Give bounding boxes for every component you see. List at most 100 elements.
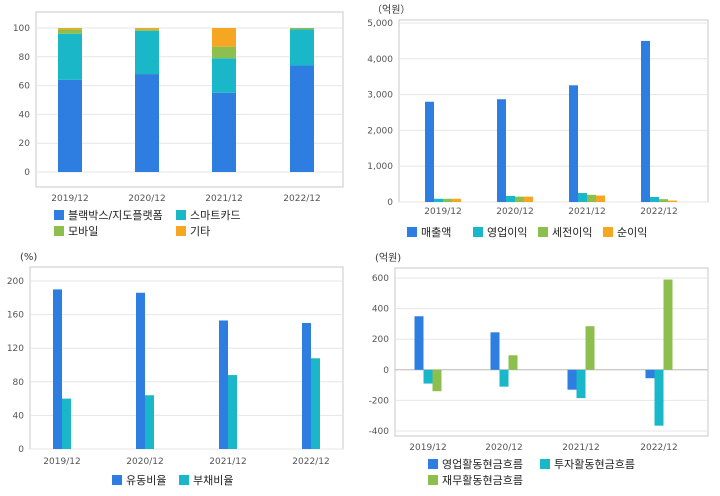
bar xyxy=(645,369,655,379)
y-tick-label: 1,000 xyxy=(367,162,393,172)
bar xyxy=(290,28,314,30)
bar xyxy=(578,193,587,202)
x-tick-label: 2022/12 xyxy=(640,443,677,453)
bar xyxy=(585,326,595,370)
bar xyxy=(576,369,586,399)
bar xyxy=(62,398,71,449)
legend-swatch xyxy=(540,459,550,469)
y-tick-label: 5,000 xyxy=(367,19,393,29)
bar xyxy=(434,198,443,202)
bar xyxy=(212,28,236,47)
y-tick-label: 100 xyxy=(13,24,30,34)
legend-swatch xyxy=(54,210,64,220)
x-tick-label: 2020/12 xyxy=(126,457,163,467)
y-tick-label: 200 xyxy=(372,335,389,345)
y-tick-label: 40 xyxy=(13,411,25,421)
y-tick-label: 600 xyxy=(372,274,389,284)
legend-swatch xyxy=(179,475,189,485)
legend-swatch xyxy=(428,475,438,485)
bar xyxy=(136,292,145,449)
legend-swatch xyxy=(54,226,64,236)
legend-label: 매출액 xyxy=(421,226,451,239)
y-tick-label: 200 xyxy=(7,277,24,287)
legend-swatch xyxy=(538,227,548,237)
bar xyxy=(145,395,154,449)
bar xyxy=(659,199,668,202)
bar xyxy=(425,101,434,202)
bar xyxy=(641,40,650,203)
bar xyxy=(311,358,320,449)
legend-label: 스마트카드 xyxy=(190,209,241,222)
bar xyxy=(228,375,237,449)
plot-frame xyxy=(29,266,344,450)
bar xyxy=(524,196,533,202)
y-tick-label: 4,000 xyxy=(367,55,393,65)
bar xyxy=(135,30,159,75)
y-unit-label: (%) xyxy=(20,252,37,263)
x-tick-label: 2021/12 xyxy=(562,443,599,453)
bar xyxy=(497,99,506,202)
chart-panel-2: 0 1,000 2,000 3,000 4,000 5,000 （억원） 2019/12 202… xyxy=(367,4,709,239)
bar xyxy=(432,369,442,392)
y-unit-label: (억원) xyxy=(375,252,401,264)
legend-label: 유동비율 xyxy=(126,474,166,487)
legend-label: 재무활동현금흐름 xyxy=(442,473,523,487)
y-tick-label: 0 xyxy=(387,198,393,208)
x-tick-label: 2020/12 xyxy=(485,443,522,453)
bar xyxy=(569,85,578,202)
legend-swatch xyxy=(176,210,186,220)
y-tick-label: 20 xyxy=(19,139,31,149)
bar xyxy=(212,58,236,93)
bar xyxy=(668,200,677,202)
x-tick-label: 2022/12 xyxy=(283,194,320,204)
chart-panel-1: 0 20 40 60 80 100 2019/12 2020/12 2021/12 2022/12… xyxy=(13,11,344,238)
y-tick-label: 80 xyxy=(19,53,31,63)
y-tick-label: 0 xyxy=(24,168,30,178)
bar xyxy=(515,196,524,202)
bar xyxy=(290,65,314,172)
y-tick-label: 0 xyxy=(383,366,389,376)
y-tick-label: 60 xyxy=(19,82,31,92)
bar xyxy=(219,320,228,449)
x-tick-label: 2022/12 xyxy=(292,457,329,467)
bar xyxy=(423,369,433,384)
bar xyxy=(135,28,159,30)
y-tick-label: -200 xyxy=(369,396,390,406)
bar xyxy=(596,195,605,202)
y-tick-label: 0 xyxy=(18,445,24,455)
bar xyxy=(135,74,159,172)
x-tick-label: 2021/12 xyxy=(568,207,605,217)
chart-panel-3: 0 40 80 120 160 200 (%) 2019/12 2020/12 2021/12 20… xyxy=(7,252,344,487)
bar xyxy=(650,196,659,202)
bar xyxy=(506,195,515,202)
legend-swatch xyxy=(112,475,122,485)
bar xyxy=(499,369,509,387)
x-tick-label: 2019/12 xyxy=(409,443,446,453)
bar xyxy=(53,289,62,449)
bar xyxy=(212,92,236,172)
x-tick-label: 2019/12 xyxy=(43,457,80,467)
legend-label: 세전이익 xyxy=(552,226,592,239)
bar xyxy=(290,29,314,66)
legend-label: 블랙박스/지도플랫폼 xyxy=(68,209,163,222)
legend-swatch xyxy=(603,227,613,237)
bar xyxy=(508,355,518,370)
y-tick-label: 400 xyxy=(372,305,389,315)
bar xyxy=(490,332,500,370)
y-tick-label: 3,000 xyxy=(367,91,393,101)
x-tick-label: 2021/12 xyxy=(209,457,246,467)
bar xyxy=(654,369,664,426)
chart-panel-4: -400 -200 0 200 400 600 (억원) 2019/12 2020/12 2021… xyxy=(369,252,709,487)
bar xyxy=(452,198,461,202)
x-tick-label: 2020/12 xyxy=(128,194,165,204)
y-tick-label: 120 xyxy=(7,344,24,354)
y-tick-label: 80 xyxy=(13,378,25,388)
legend-label: 투자활동현금흐름 xyxy=(554,457,635,471)
x-tick-label: 2019/12 xyxy=(424,207,461,217)
legend-label: 부채비율 xyxy=(193,474,233,487)
bar xyxy=(567,369,577,390)
legend-swatch xyxy=(407,227,417,237)
legend-label: 영업이익 xyxy=(487,226,527,239)
y-tick-label: 40 xyxy=(19,110,31,120)
